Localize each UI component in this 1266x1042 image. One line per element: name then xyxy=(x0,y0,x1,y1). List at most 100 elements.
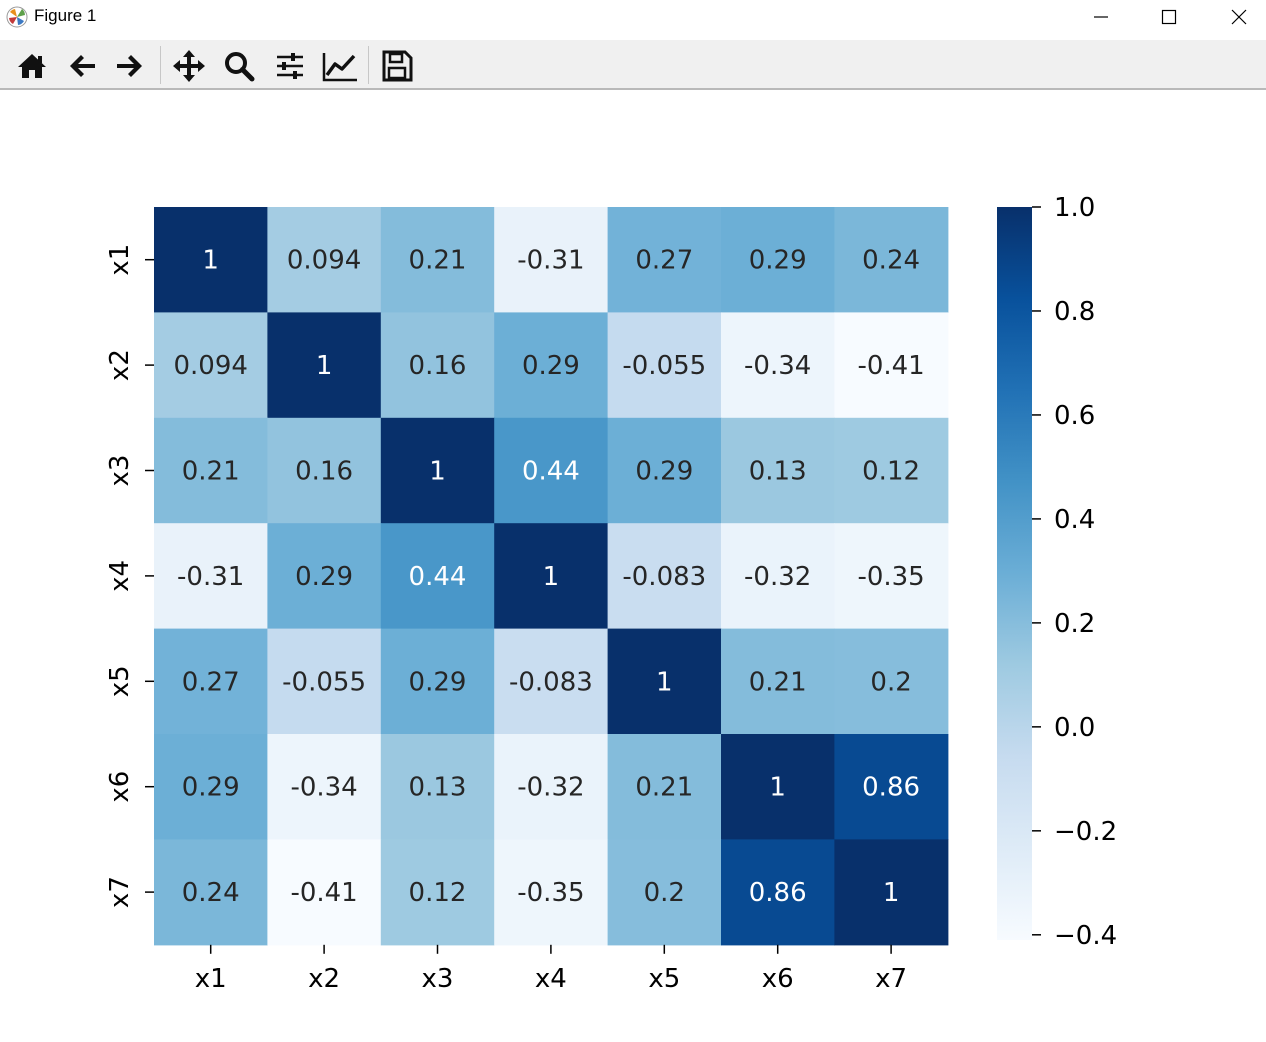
minimize-button[interactable] xyxy=(1066,0,1136,34)
heatmap-cell xyxy=(834,839,949,946)
cell-value-label: 0.21 xyxy=(635,773,693,803)
navigation-toolbar xyxy=(0,40,1266,90)
home-button[interactable] xyxy=(10,44,54,88)
heatmap-cell xyxy=(380,628,495,735)
close-button[interactable] xyxy=(1204,0,1266,34)
heatmap-cell xyxy=(607,839,722,946)
cell-value-label: 0.29 xyxy=(182,773,240,803)
pan-button[interactable] xyxy=(167,44,211,88)
cell-value-label: -0.35 xyxy=(857,562,924,592)
heatmap-cell xyxy=(721,312,835,419)
cell-value-label: 1 xyxy=(883,878,900,908)
cell-value-label: 0.29 xyxy=(409,667,467,697)
heatmap-cell xyxy=(267,417,382,524)
colorbar xyxy=(997,207,1032,940)
cell-value-label: -0.055 xyxy=(282,667,366,697)
heatmap-cell xyxy=(721,207,835,313)
cell-value-label: -0.083 xyxy=(622,562,706,592)
heatmap-cell xyxy=(607,734,722,840)
heatmap-cell xyxy=(834,523,949,630)
cell-value-label: -0.32 xyxy=(744,562,811,592)
heatmap-cell xyxy=(380,207,495,313)
heatmap-cell xyxy=(267,734,382,840)
cell-value-label: 0.86 xyxy=(749,878,807,908)
heatmap-cell xyxy=(267,312,382,419)
heatmap-cell xyxy=(154,312,268,419)
colorbar-tick-label: −0.4 xyxy=(1054,921,1117,951)
y-tick-label: x5 xyxy=(105,665,135,697)
heatmap-cell xyxy=(154,523,268,630)
heatmap-cell xyxy=(267,207,382,313)
heatmap-cell xyxy=(721,628,835,735)
cell-value-label: 0.2 xyxy=(870,667,911,697)
cell-value-label: -0.34 xyxy=(290,773,357,803)
toolbar-separator xyxy=(368,46,369,84)
zoom-button[interactable] xyxy=(217,44,261,88)
y-axis: x1 x2 x3 x4 x5 x6 x7 xyxy=(105,244,154,908)
heatmap-cell xyxy=(380,839,495,946)
cell-value-label: 0.27 xyxy=(182,667,240,697)
heatmap-cell xyxy=(834,312,949,419)
cell-value-label: 0.44 xyxy=(409,562,467,592)
heatmap-cell xyxy=(380,523,495,630)
heatmap-cell xyxy=(494,734,609,840)
configure-subplots-button[interactable] xyxy=(268,44,312,88)
back-icon xyxy=(70,55,95,77)
heatmap-cell xyxy=(721,523,835,630)
cell-value-label: -0.35 xyxy=(517,878,584,908)
save-icon xyxy=(382,50,413,82)
forward-icon xyxy=(117,55,142,77)
cell-value-label: 0.12 xyxy=(409,878,467,908)
cell-value-label: 0.21 xyxy=(182,457,240,487)
heatmap-cell xyxy=(494,628,609,735)
title-bar: Figure 1 xyxy=(0,0,1266,36)
y-tick-label: x2 xyxy=(105,349,135,381)
y-tick-label: x1 xyxy=(105,244,135,276)
colorbar-tick-label: 0.0 xyxy=(1054,713,1095,743)
heatmap-cell xyxy=(154,839,268,946)
maximize-button[interactable] xyxy=(1134,0,1204,34)
colorbar-tick-label: 1.0 xyxy=(1054,193,1095,223)
heatmap-cell xyxy=(607,312,722,419)
cell-value-label: 0.12 xyxy=(862,457,920,487)
x-axis: x1 x2 x3 x4 x5 x6 x7 xyxy=(195,944,907,994)
cell-value-label: -0.34 xyxy=(744,351,811,381)
cell-value-label: 1 xyxy=(543,562,560,592)
x-tick-label: x7 xyxy=(875,964,907,994)
cell-value-label: 0.29 xyxy=(295,562,353,592)
x-tick-label: x6 xyxy=(762,964,794,994)
colorbar-tick-label: −0.2 xyxy=(1054,817,1117,847)
figure-canvas: 1 0.094 0.21 -0.31 0.27 0.29 0.240.094 1 0.16 0.2… xyxy=(105,193,1117,994)
cell-value-label: 0.29 xyxy=(522,351,580,381)
cell-value-label: -0.083 xyxy=(509,667,593,697)
colorbar-tick-label: 0.6 xyxy=(1054,401,1095,431)
cell-value-label: 0.29 xyxy=(635,457,693,487)
heatmap-cell xyxy=(154,628,268,735)
matplotlib-logo-icon xyxy=(6,6,28,28)
x-tick-label: x4 xyxy=(535,964,567,994)
forward-button[interactable] xyxy=(108,44,152,88)
cell-value-label: 0.24 xyxy=(182,878,240,908)
heatmap-cell xyxy=(607,628,722,735)
edit-axis-button[interactable] xyxy=(318,44,362,88)
cell-annotations: 1 0.094 0.21 -0.31 0.27 0.29 0.240.094 1 0.16 0.2… xyxy=(173,246,924,908)
cell-value-label: 1 xyxy=(656,667,673,697)
cell-value-label: 0.094 xyxy=(173,351,247,381)
heatmap xyxy=(154,207,949,946)
heatmap-cell xyxy=(834,417,949,524)
cell-value-label: 0.86 xyxy=(862,773,920,803)
cell-value-label: 0.21 xyxy=(409,246,467,276)
heatmap-cell xyxy=(267,523,382,630)
heatmap-cell xyxy=(494,417,609,524)
close-icon xyxy=(1231,9,1247,25)
x-tick-label: x1 xyxy=(195,964,227,994)
save-button[interactable] xyxy=(375,44,419,88)
cell-value-label: 0.21 xyxy=(749,667,807,697)
heatmap-cell xyxy=(834,207,949,313)
edit-axis-icon xyxy=(322,53,357,82)
cell-value-label: 0.13 xyxy=(749,457,807,487)
cell-value-label: 0.2 xyxy=(644,878,685,908)
back-button[interactable] xyxy=(60,44,104,88)
heatmap-cell xyxy=(267,628,382,735)
heatmap-cell xyxy=(494,839,609,946)
